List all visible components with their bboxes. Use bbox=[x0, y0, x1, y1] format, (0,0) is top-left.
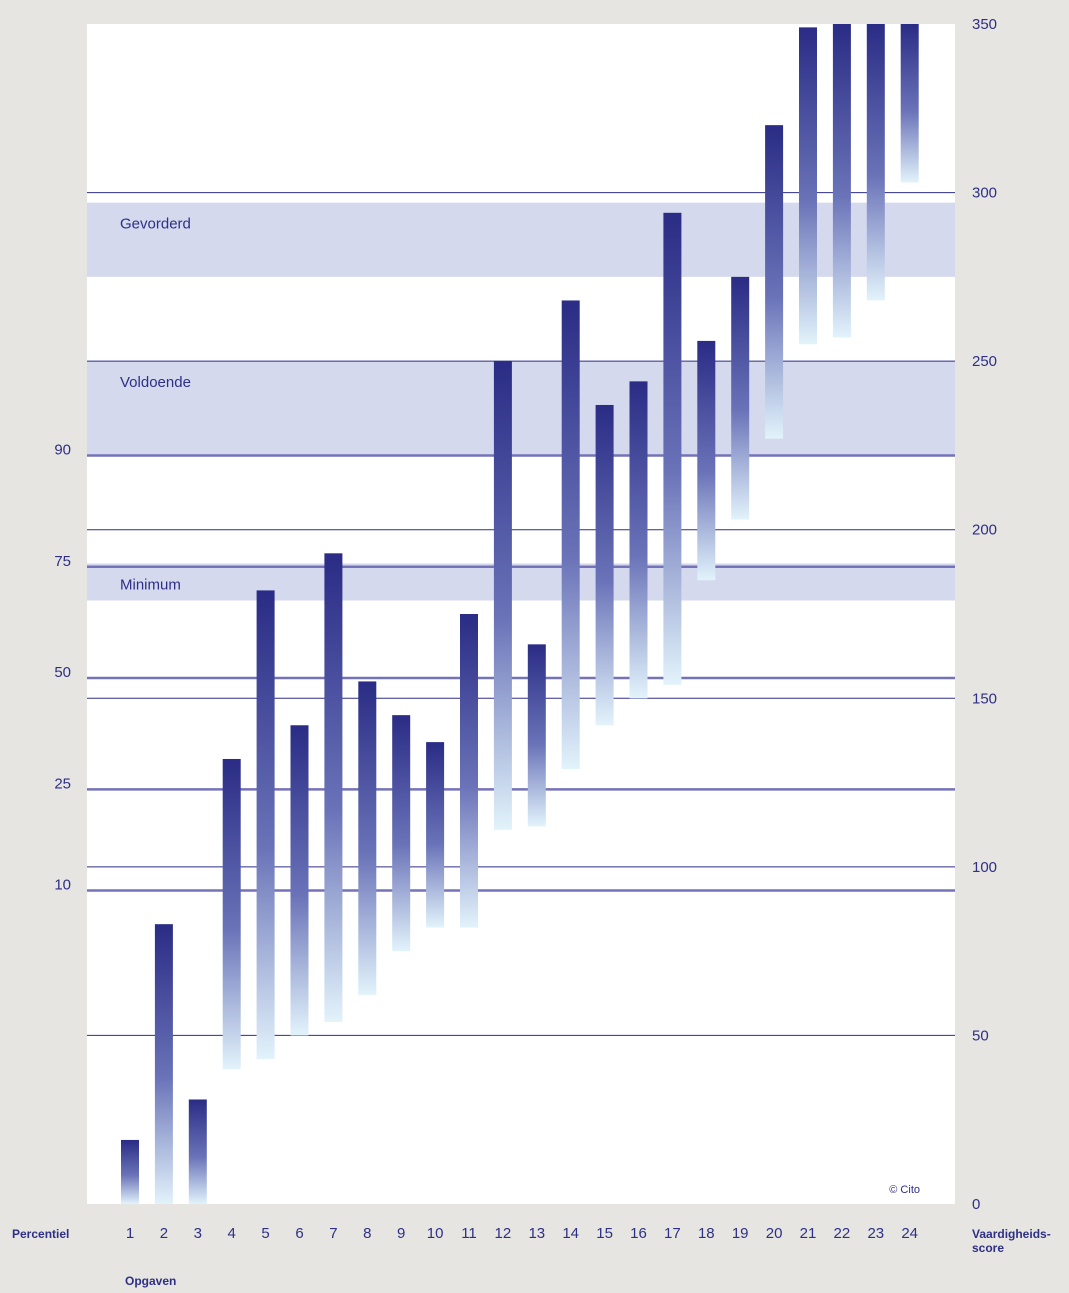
labels: GevorderdVoldoendeMinimum050100150200250… bbox=[12, 16, 1051, 1288]
x-tick-6: 6 bbox=[295, 1225, 303, 1242]
x-tick-16: 16 bbox=[630, 1225, 647, 1242]
bar-17 bbox=[663, 212, 682, 685]
score-tick-250: 250 bbox=[972, 353, 997, 370]
x-tick-14: 14 bbox=[562, 1225, 579, 1242]
x-tick-8: 8 bbox=[363, 1225, 371, 1242]
bar-14 bbox=[561, 300, 580, 770]
score-tick-300: 300 bbox=[972, 185, 997, 202]
bar-8 bbox=[358, 681, 377, 995]
bar-1 bbox=[121, 1139, 139, 1204]
x-tick-19: 19 bbox=[732, 1225, 749, 1242]
x-tick-13: 13 bbox=[528, 1225, 545, 1242]
bar-16 bbox=[629, 381, 648, 699]
bar-5 bbox=[256, 590, 275, 1060]
x-tick-21: 21 bbox=[800, 1225, 817, 1242]
bar-6 bbox=[290, 725, 309, 1036]
x-tick-17: 17 bbox=[664, 1225, 681, 1242]
x-tick-4: 4 bbox=[228, 1225, 236, 1242]
bar-19 bbox=[731, 276, 750, 520]
percentile-tick-10: 10 bbox=[54, 876, 71, 893]
x-tick-7: 7 bbox=[329, 1225, 337, 1242]
x-tick-18: 18 bbox=[698, 1225, 715, 1242]
bar-18 bbox=[697, 340, 716, 581]
x-tick-10: 10 bbox=[427, 1225, 444, 1242]
bar-21 bbox=[799, 27, 817, 345]
right-axis-title-line2: score bbox=[972, 1241, 1004, 1255]
x-tick-3: 3 bbox=[194, 1225, 202, 1242]
band-voldoende bbox=[87, 361, 955, 456]
x-tick-1: 1 bbox=[126, 1225, 134, 1242]
copyright: © Cito bbox=[889, 1184, 920, 1196]
bar-3 bbox=[188, 1099, 207, 1204]
x-tick-2: 2 bbox=[160, 1225, 168, 1242]
bar-13 bbox=[527, 644, 546, 827]
x-tick-5: 5 bbox=[261, 1225, 269, 1242]
percentile-tick-25: 25 bbox=[54, 775, 71, 792]
band-gevorderd bbox=[87, 202, 955, 277]
score-tick-50: 50 bbox=[972, 1027, 989, 1044]
bar-23 bbox=[866, 24, 885, 301]
right-axis-title-line1: Vaardigheids- bbox=[972, 1227, 1051, 1241]
bar-7 bbox=[324, 553, 343, 1022]
x-tick-12: 12 bbox=[495, 1225, 512, 1242]
x-tick-11: 11 bbox=[461, 1225, 477, 1242]
bar-22 bbox=[832, 24, 851, 338]
x-axis-title: Opgaven bbox=[125, 1274, 176, 1288]
bars bbox=[121, 24, 919, 1204]
band-label-gevorderd: Gevorderd bbox=[120, 216, 191, 233]
plot-area bbox=[87, 24, 955, 1204]
percentile-tick-90: 90 bbox=[54, 442, 71, 459]
score-tick-350: 350 bbox=[972, 16, 997, 33]
band-label-minimum: Minimum bbox=[120, 576, 181, 593]
bar-11 bbox=[460, 614, 478, 928]
x-tick-23: 23 bbox=[867, 1225, 884, 1242]
score-tick-150: 150 bbox=[972, 690, 997, 707]
percentile-tick-50: 50 bbox=[54, 664, 71, 681]
bar-20 bbox=[765, 125, 784, 439]
bar-24 bbox=[900, 24, 919, 183]
bar-15 bbox=[595, 404, 614, 726]
score-tick-0: 0 bbox=[972, 1196, 980, 1213]
x-tick-20: 20 bbox=[766, 1225, 783, 1242]
score-tick-200: 200 bbox=[972, 522, 997, 539]
x-tick-9: 9 bbox=[397, 1225, 405, 1242]
x-tick-24: 24 bbox=[901, 1225, 918, 1242]
percentile-tick-75: 75 bbox=[54, 553, 71, 570]
bar-12 bbox=[493, 361, 512, 830]
left-axis-title: Percentiel bbox=[12, 1227, 69, 1241]
bar-10 bbox=[426, 742, 445, 928]
x-tick-22: 22 bbox=[834, 1225, 851, 1242]
bar-4 bbox=[222, 758, 241, 1070]
bar-9 bbox=[392, 715, 411, 952]
score-tick-100: 100 bbox=[972, 859, 997, 876]
band-minimum bbox=[87, 563, 955, 601]
bar-2 bbox=[154, 924, 173, 1204]
x-tick-15: 15 bbox=[596, 1225, 613, 1242]
band-label-voldoende: Voldoende bbox=[120, 374, 191, 391]
